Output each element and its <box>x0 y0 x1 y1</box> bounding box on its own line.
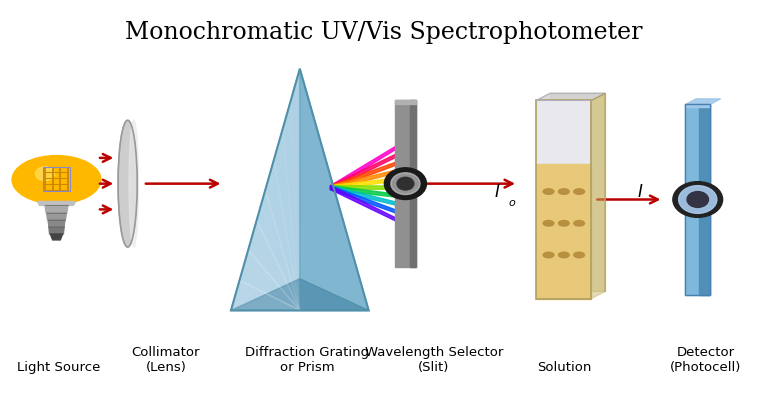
Polygon shape <box>686 99 720 105</box>
FancyBboxPatch shape <box>395 101 416 105</box>
Polygon shape <box>45 205 68 213</box>
Polygon shape <box>591 93 605 298</box>
Polygon shape <box>300 69 369 310</box>
FancyBboxPatch shape <box>686 105 710 107</box>
Ellipse shape <box>35 167 55 181</box>
Polygon shape <box>330 154 396 190</box>
FancyBboxPatch shape <box>395 101 416 267</box>
Polygon shape <box>47 213 67 220</box>
Ellipse shape <box>129 120 138 247</box>
Bar <box>43 167 70 191</box>
Ellipse shape <box>679 186 717 213</box>
Polygon shape <box>330 186 396 213</box>
Polygon shape <box>240 250 300 310</box>
Polygon shape <box>248 220 300 310</box>
FancyBboxPatch shape <box>410 101 416 267</box>
Circle shape <box>543 252 554 258</box>
FancyBboxPatch shape <box>536 101 591 164</box>
Polygon shape <box>274 129 300 310</box>
Circle shape <box>558 252 569 258</box>
FancyBboxPatch shape <box>700 105 710 294</box>
Text: Detector
(Photocell): Detector (Photocell) <box>670 346 741 374</box>
Text: Solution: Solution <box>537 361 591 374</box>
Ellipse shape <box>12 156 101 204</box>
Text: Wavelength Selector
(Slit): Wavelength Selector (Slit) <box>365 346 503 374</box>
FancyBboxPatch shape <box>536 164 591 298</box>
Text: Monochromatic UV/Vis Spectrophotometer: Monochromatic UV/Vis Spectrophotometer <box>125 21 643 44</box>
Polygon shape <box>330 186 396 190</box>
Polygon shape <box>536 93 605 101</box>
FancyBboxPatch shape <box>550 93 605 291</box>
Polygon shape <box>257 190 300 310</box>
Text: Light Source: Light Source <box>17 361 101 374</box>
Ellipse shape <box>687 192 708 207</box>
Polygon shape <box>330 162 396 190</box>
Polygon shape <box>231 69 300 310</box>
Polygon shape <box>266 159 300 310</box>
FancyBboxPatch shape <box>686 105 710 294</box>
Polygon shape <box>330 186 396 221</box>
Circle shape <box>574 189 584 194</box>
Text: o: o <box>508 198 515 208</box>
Text: Diffraction Grating
or Prism: Diffraction Grating or Prism <box>246 346 369 374</box>
Circle shape <box>558 189 569 194</box>
Circle shape <box>543 221 554 226</box>
Circle shape <box>574 221 584 226</box>
Polygon shape <box>48 220 65 227</box>
Polygon shape <box>330 146 396 190</box>
Ellipse shape <box>118 120 137 247</box>
Ellipse shape <box>397 177 414 190</box>
Circle shape <box>574 252 584 258</box>
Polygon shape <box>330 186 396 205</box>
Circle shape <box>558 221 569 226</box>
Polygon shape <box>330 170 396 190</box>
Ellipse shape <box>391 173 420 195</box>
Ellipse shape <box>673 182 723 217</box>
Text: I: I <box>638 183 643 201</box>
Polygon shape <box>330 178 396 190</box>
Polygon shape <box>231 280 300 310</box>
Polygon shape <box>330 186 396 197</box>
Ellipse shape <box>384 168 426 200</box>
Polygon shape <box>38 201 75 205</box>
Text: Collimator
(Lens): Collimator (Lens) <box>131 346 200 374</box>
Circle shape <box>543 189 554 194</box>
Polygon shape <box>49 227 65 234</box>
Polygon shape <box>51 234 63 240</box>
Text: I: I <box>495 183 500 201</box>
Polygon shape <box>231 279 369 310</box>
